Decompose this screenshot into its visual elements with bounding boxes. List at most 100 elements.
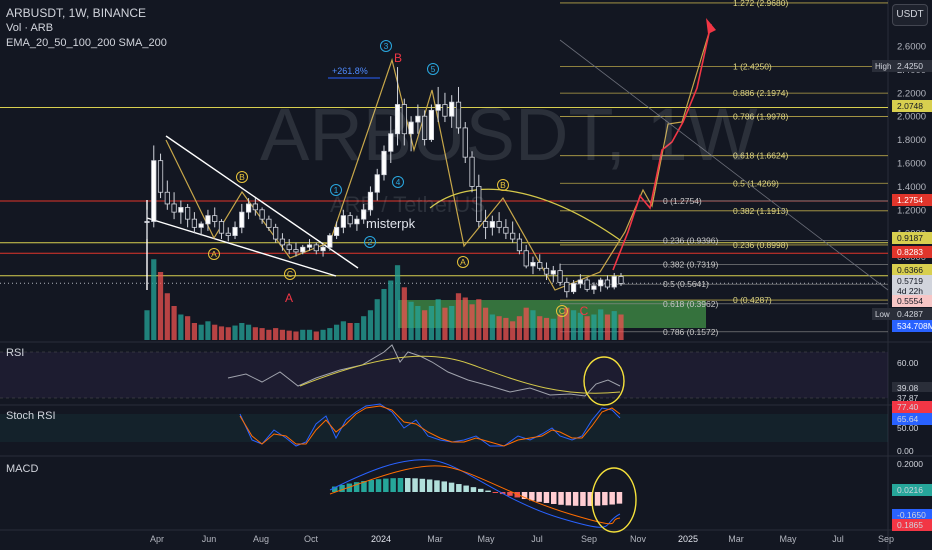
wave-circle — [427, 63, 439, 75]
macd-histogram-bar — [456, 484, 462, 492]
wedge-upper-line — [165, 135, 359, 269]
candle-body — [205, 215, 211, 225]
volume-bar — [394, 265, 401, 340]
candle-body — [164, 191, 170, 205]
macd-histogram-bar — [375, 479, 382, 492]
price-tick-label: 1.4000 — [897, 182, 926, 193]
macd-label[interactable]: MACD — [6, 463, 39, 475]
volume-bar — [428, 306, 434, 340]
wave-circle — [284, 268, 296, 280]
candle-body — [178, 207, 184, 213]
candle-body — [537, 262, 543, 269]
wave-circle — [364, 236, 376, 248]
wave-label: B — [394, 51, 402, 65]
price-badge — [892, 100, 932, 112]
macd-histogram-bar — [361, 481, 367, 492]
wave-circle — [208, 248, 220, 260]
candle-body — [191, 218, 197, 228]
candle-body — [442, 104, 448, 117]
time-tick-label: Nov — [630, 534, 647, 544]
candle-body — [435, 104, 441, 111]
candle-body — [455, 101, 462, 129]
time-tick-label: May — [779, 534, 797, 544]
wave-label: C — [287, 269, 293, 279]
volume-bar — [530, 310, 536, 340]
price-tick-label: 1.2000 — [897, 205, 926, 216]
candle-body — [171, 203, 177, 213]
wave-label: B — [239, 172, 245, 182]
volume-bar — [334, 324, 340, 340]
volume-bar — [401, 287, 407, 340]
ema-legend[interactable]: EMA_20_50_100_200 SMA_200 — [6, 37, 167, 49]
stoch-axis-label: 77.40 — [897, 402, 919, 412]
fib-trend-line — [559, 39, 889, 291]
price-tick-label: 2.6000 — [897, 42, 926, 53]
volume-bar — [469, 304, 475, 340]
rsi-label[interactable]: RSI — [6, 347, 25, 359]
measure-label: +261.8% — [332, 66, 368, 76]
wave-circle — [392, 176, 404, 188]
price-badge — [892, 246, 932, 258]
price-axis[interactable]: 2.60002.40002.20002.00001.80001.60001.40… — [872, 42, 932, 333]
volume-bar — [306, 329, 313, 340]
macd-histogram-bar — [580, 492, 586, 506]
macd-histogram-bar — [521, 492, 528, 500]
macd-histogram-bar — [478, 488, 484, 492]
time-tick-label: Mar — [427, 534, 443, 544]
candle-body — [144, 221, 150, 223]
candle-body — [394, 104, 401, 135]
rsi-band — [0, 352, 888, 398]
fib-right-label: 0 (0.4287) — [733, 295, 772, 305]
volume-bar — [408, 301, 414, 340]
volume-legend[interactable]: Vol · ARB — [6, 22, 54, 34]
candle-body — [530, 262, 536, 267]
volume-bar — [259, 328, 265, 340]
rsi-ma-line — [299, 355, 621, 394]
wave-circle — [330, 184, 342, 196]
wave-label: C — [559, 306, 565, 316]
candle-body — [543, 267, 550, 275]
volume-bar — [557, 314, 563, 340]
candlesticks — [144, 67, 624, 298]
candle-body — [340, 215, 346, 228]
volume-bar — [198, 324, 204, 340]
time-axis[interactable]: Apr Jun Aug Oct 2024 Mar May Jul Sep Nov 2025 Mar Ma… — [150, 534, 894, 544]
candle-body — [354, 218, 360, 225]
symbol-title[interactable]: ARBUSDT, 1W, BINANCE — [6, 6, 147, 20]
volume-bar — [442, 307, 448, 340]
volume-bar — [482, 307, 489, 340]
macd-histogram-bar — [565, 492, 572, 506]
wave-circle — [380, 40, 392, 52]
candle-body — [218, 221, 225, 234]
macd-histogram-bar — [529, 492, 535, 501]
candle-body — [232, 226, 238, 236]
candle-body — [422, 115, 428, 140]
candle-body — [408, 121, 414, 135]
wave-label: A — [211, 249, 217, 259]
wave-label: B — [500, 180, 506, 190]
volume-bar — [300, 329, 306, 340]
wave-label: A — [460, 257, 466, 267]
volume-bar — [191, 323, 197, 340]
macd-histogram-bar — [448, 482, 455, 492]
volume-bar — [279, 329, 286, 340]
candle-body — [327, 235, 333, 248]
currency-button[interactable]: USDT — [892, 4, 928, 26]
macd-histogram-bar — [397, 478, 404, 492]
candle-body — [482, 221, 489, 228]
stoch-badge — [892, 401, 932, 413]
volume-bar — [232, 325, 238, 340]
volume-bar — [618, 314, 624, 340]
volume-bar — [340, 321, 346, 340]
volume-bar — [455, 293, 462, 340]
volume-bar — [178, 314, 184, 340]
price-badge-value: 0.5554 — [897, 296, 923, 306]
fib-left-label: 0.618 (0.3962) — [663, 299, 718, 309]
projection-arrow — [706, 18, 716, 34]
macd-histogram-bar — [405, 478, 411, 492]
candle-body — [469, 156, 475, 187]
stoch-rsi-label[interactable]: Stoch RSI — [6, 410, 56, 422]
macd-histogram-bar — [332, 486, 338, 492]
